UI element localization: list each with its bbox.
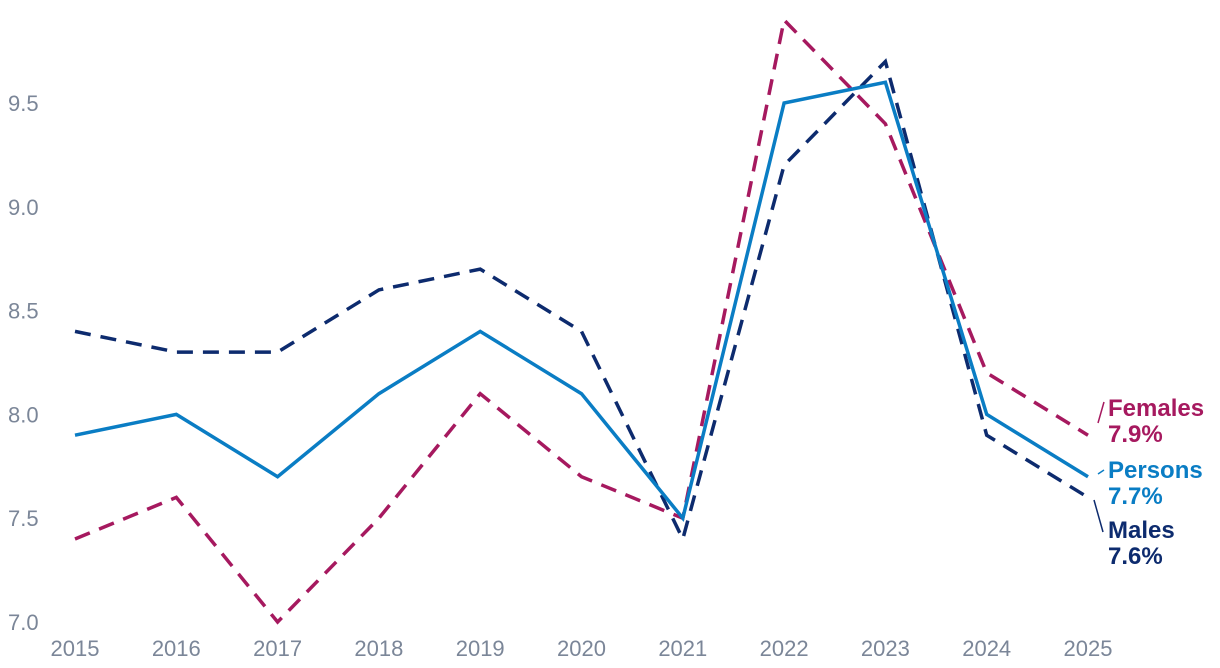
series-name-label-persons: Persons bbox=[1108, 457, 1203, 484]
x-axis-ticks: 2015 2016 2017 2018 2019 2020 2021 2022 2023 2024… bbox=[51, 636, 1113, 661]
x-tick-label: 2023 bbox=[861, 636, 910, 661]
x-tick-label: 2017 bbox=[253, 636, 302, 661]
y-axis-ticks: 7.0 7.5 8.0 8.5 9.0 9.5 bbox=[8, 91, 39, 635]
x-tick-label: 2019 bbox=[456, 636, 505, 661]
y-tick-label: 8.5 bbox=[8, 299, 39, 324]
y-tick-label: 7.0 bbox=[8, 610, 39, 635]
series-value-label-males: 7.6% bbox=[1108, 543, 1163, 570]
y-tick-label: 7.5 bbox=[8, 506, 39, 531]
x-tick-label: 2015 bbox=[51, 636, 100, 661]
x-tick-label: 2025 bbox=[1064, 636, 1113, 661]
x-tick-label: 2018 bbox=[354, 636, 403, 661]
series-value-label-persons: 7.7% bbox=[1108, 483, 1163, 510]
series-value-label-females: 7.9% bbox=[1108, 421, 1163, 448]
end-label-leader-males bbox=[1093, 499, 1104, 533]
x-tick-label: 2024 bbox=[962, 636, 1011, 661]
series-lines bbox=[74, 16, 1089, 625]
y-tick-label: 9.0 bbox=[8, 195, 39, 220]
x-tick-label: 2016 bbox=[152, 636, 201, 661]
series-line-males bbox=[74, 58, 1089, 544]
end-label-leader-persons bbox=[1097, 469, 1105, 475]
y-tick-label: 9.5 bbox=[8, 91, 39, 116]
end-label-leader-females bbox=[1097, 401, 1105, 424]
series-name-label-females: Females bbox=[1108, 395, 1204, 422]
series-line-females bbox=[74, 16, 1089, 625]
x-tick-label: 2021 bbox=[658, 636, 707, 661]
series-name-label-males: Males bbox=[1108, 517, 1175, 544]
x-tick-label: 2020 bbox=[557, 636, 606, 661]
x-tick-label: 2022 bbox=[760, 636, 809, 661]
series-line-persons bbox=[74, 80, 1089, 523]
y-tick-label: 8.0 bbox=[8, 402, 39, 427]
